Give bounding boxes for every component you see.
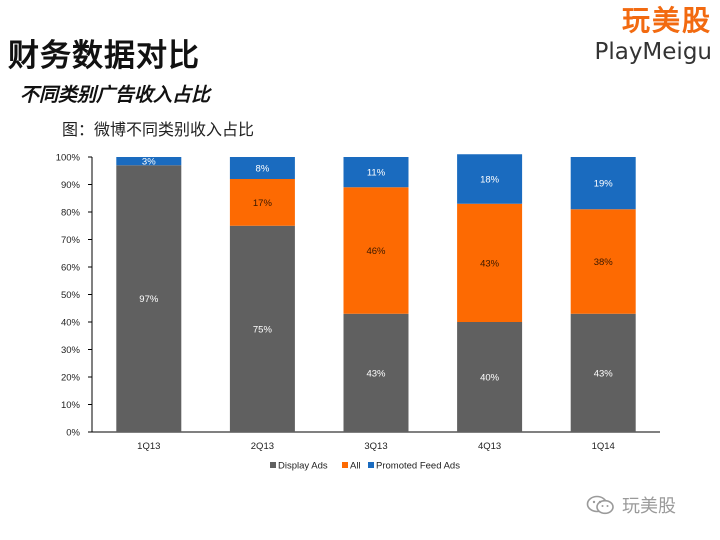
wechat-watermark: 玩美股 xyxy=(586,492,676,518)
bar-segment xyxy=(457,322,523,432)
bar-segment xyxy=(457,154,523,204)
data-label: 43% xyxy=(366,368,386,379)
y-tick-label: 50% xyxy=(61,290,81,301)
legend-swatch xyxy=(342,462,348,468)
playmeigu-logo: 玩美股 PlayMeigu xyxy=(594,4,712,66)
x-tick-label: 2Q13 xyxy=(251,441,274,452)
bar-segment xyxy=(229,157,295,179)
x-tick-label: 4Q13 xyxy=(478,441,501,452)
data-label: 17% xyxy=(253,198,273,209)
bar-segment xyxy=(229,225,295,432)
bar-segment xyxy=(343,313,409,432)
bar-segment xyxy=(229,179,295,226)
slide-title: 财务数据对比 xyxy=(8,38,200,74)
slide-subtitle: 不同类别广告收入占比 xyxy=(20,84,211,106)
bar-segment xyxy=(343,187,409,314)
data-label: 97% xyxy=(139,294,159,305)
data-label: 11% xyxy=(367,168,386,179)
y-tick-label: 30% xyxy=(61,345,81,356)
y-tick-label: 10% xyxy=(61,400,81,411)
data-label: 3% xyxy=(142,157,156,168)
x-tick-label: 1Q13 xyxy=(137,441,160,452)
bar-segment xyxy=(570,157,636,210)
legend-label: All xyxy=(350,461,361,472)
data-label: 46% xyxy=(366,246,386,257)
y-tick-label: 100% xyxy=(56,153,81,164)
bar-segment xyxy=(570,313,636,432)
legend-label: Display Ads xyxy=(278,461,328,472)
data-label: 8% xyxy=(256,164,270,175)
bar-segment xyxy=(116,165,182,432)
bar-segment xyxy=(343,157,409,188)
stacked-bar-chart: 0% 10% 20% 30% 40% 50% 60% 70% 80% 90% 100% 97% 3% 1Q… xyxy=(56,153,660,472)
y-tick-label: 70% xyxy=(61,235,81,246)
data-label: 43% xyxy=(594,368,614,379)
data-label: 43% xyxy=(480,258,500,269)
x-tick-label: 1Q14 xyxy=(592,441,615,452)
x-tick-label: 3Q13 xyxy=(364,441,387,452)
bar-segment xyxy=(116,157,182,166)
figure-caption: 图：微博不同类别收入占比 xyxy=(62,120,255,139)
wechat-icon xyxy=(586,495,614,515)
y-tick-label: 20% xyxy=(61,373,81,384)
y-tick-label: 60% xyxy=(61,263,81,274)
data-label: 18% xyxy=(480,175,500,186)
legend-swatch xyxy=(270,462,276,468)
data-label: 75% xyxy=(253,324,273,335)
y-tick-label: 90% xyxy=(61,180,81,191)
data-label: 38% xyxy=(594,257,614,268)
bar-segment xyxy=(457,203,523,322)
watermark-text: 玩美股 xyxy=(622,496,676,517)
logo-chinese-text: 玩美股 xyxy=(621,4,712,37)
logo-english-text: PlayMeigu xyxy=(594,39,712,65)
data-label: 40% xyxy=(480,373,500,384)
y-tick-label: 0% xyxy=(66,428,80,439)
bar-segment xyxy=(570,209,636,314)
data-label: 19% xyxy=(594,179,614,190)
legend-label: Promoted Feed Ads xyxy=(376,461,460,472)
y-tick-label: 40% xyxy=(61,318,81,329)
y-tick-label: 80% xyxy=(61,208,81,219)
legend-swatch xyxy=(368,462,374,468)
